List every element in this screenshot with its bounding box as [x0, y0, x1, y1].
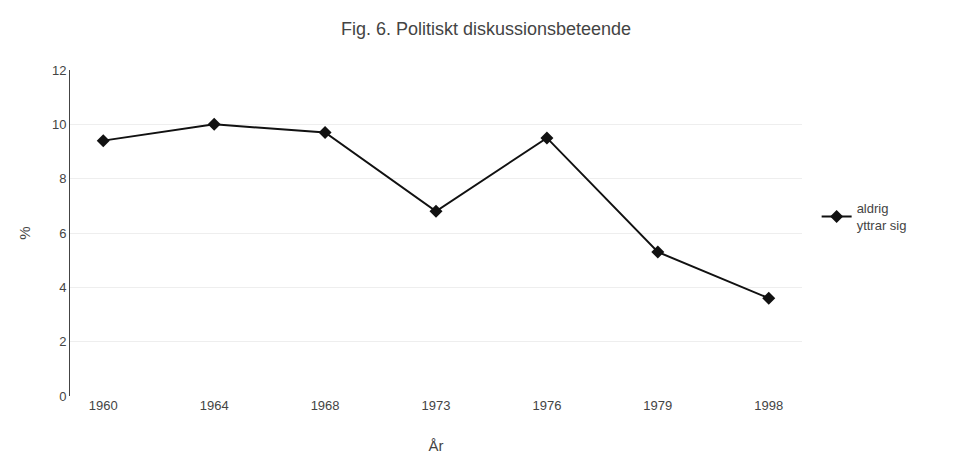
svg-text:År: År: [429, 437, 444, 454]
svg-text:Fig. 6. Politiskt diskussionsb: Fig. 6. Politiskt diskussionsbeteende: [341, 19, 631, 39]
svg-text:1968: 1968: [311, 398, 340, 413]
svg-text:1964: 1964: [200, 398, 229, 413]
svg-text:12: 12: [52, 63, 66, 78]
svg-text:6: 6: [59, 226, 66, 241]
svg-text:10: 10: [52, 117, 66, 132]
svg-text:0: 0: [59, 389, 66, 404]
svg-text:1960: 1960: [89, 398, 118, 413]
svg-text:2: 2: [59, 334, 66, 349]
svg-text:8: 8: [59, 171, 66, 186]
svg-text:aldrigyttrar sig: aldrigyttrar sig: [857, 201, 907, 233]
svg-text:%: %: [16, 226, 33, 239]
svg-text:1973: 1973: [422, 398, 451, 413]
svg-text:1998: 1998: [754, 398, 783, 413]
svg-text:4: 4: [59, 280, 66, 295]
svg-text:1979: 1979: [643, 398, 672, 413]
svg-text:1976: 1976: [532, 398, 561, 413]
